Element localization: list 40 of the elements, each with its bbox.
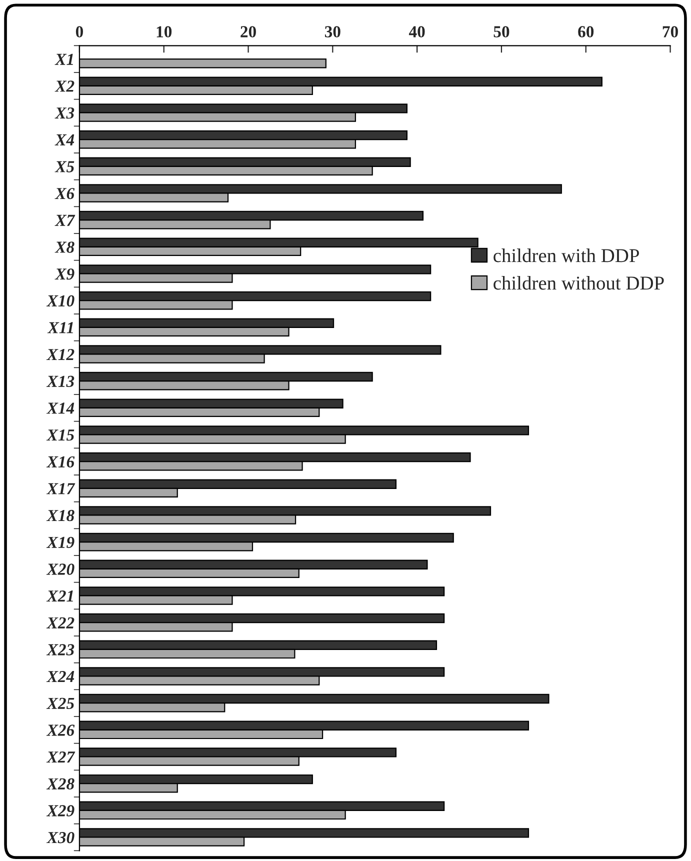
y-tick-label: X15: [46, 430, 74, 441]
y-tick-label: X17: [46, 483, 76, 494]
legend-label: children with DDP: [494, 248, 639, 262]
y-tick-label: X11: [47, 322, 73, 334]
y-tick-label: X18: [46, 510, 74, 522]
x-tick-label: 20: [240, 26, 256, 38]
x-tick-label: 0: [76, 26, 83, 38]
y-tick-label: X24: [46, 670, 74, 682]
y-tick-label: X23: [46, 644, 74, 656]
y-tick-label: X9: [54, 268, 74, 280]
legend-label: children without DDP: [494, 276, 664, 290]
x-tick-label: 50: [494, 26, 510, 38]
y-tick-label: X19: [46, 536, 74, 548]
y-tick-label: X27: [46, 751, 76, 763]
x-tick-label: 30: [324, 26, 340, 38]
y-tick-label: X16: [46, 456, 75, 468]
y-tick-label: X25: [46, 698, 74, 710]
y-tick-label: X30: [46, 832, 74, 844]
y-tick-label: X12: [46, 348, 74, 360]
y-tick-label: X14: [46, 402, 74, 414]
x-tick-label: 10: [156, 26, 172, 38]
y-tick-label: X8: [54, 242, 74, 253]
y-tick-label: X5: [54, 161, 74, 172]
y-tick-label: X13: [46, 376, 74, 388]
x-tick-label: 40: [408, 26, 425, 38]
y-tick-label: X22: [46, 617, 74, 628]
x-tick-label: 70: [662, 26, 678, 38]
y-tick-label: X21: [46, 590, 73, 602]
y-tick-label: X29: [46, 805, 74, 816]
y-tick-label: X20: [46, 564, 74, 575]
y-tick-label: X2: [54, 80, 74, 92]
y-tick-label: X28: [46, 778, 74, 790]
y-tick-label: X3: [54, 107, 74, 119]
x-tick-label: 60: [578, 26, 594, 38]
y-tick-label: X7: [54, 214, 76, 226]
y-tick-label: X26: [46, 724, 75, 736]
y-tick-label: X6: [54, 188, 75, 200]
y-tick-label: X10: [46, 295, 74, 307]
y-tick-label: X4: [54, 134, 74, 146]
y-tick-label: X1: [54, 54, 73, 65]
